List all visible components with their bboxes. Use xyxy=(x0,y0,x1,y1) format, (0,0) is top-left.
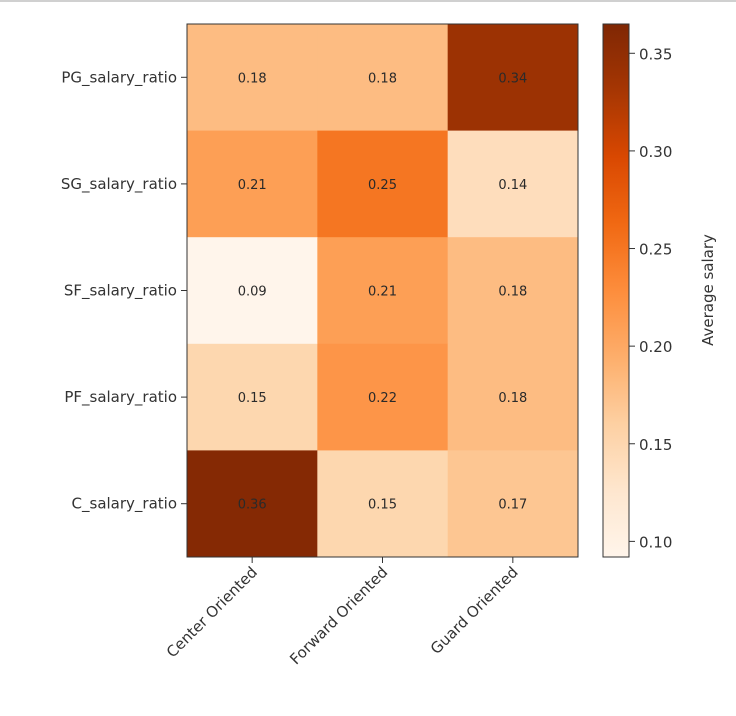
y-tick-label: PG_salary_ratio xyxy=(61,68,177,87)
y-tick-label: C_salary_ratio xyxy=(72,495,177,514)
colorbar-tick-label: 0.10 xyxy=(639,533,672,551)
cell-value-label: 0.18 xyxy=(368,71,397,86)
heatmap-cell xyxy=(317,24,449,132)
cell-value-label: 0.34 xyxy=(498,71,527,86)
heatmap-cell xyxy=(317,130,449,238)
cell-value-label: 0.15 xyxy=(368,498,397,513)
heatmap-cell xyxy=(187,237,318,345)
cell-value-label: 0.18 xyxy=(498,391,527,406)
heatmap-cell xyxy=(317,237,449,345)
x-axis: Center Oriented Forward Oriented Guard Ori… xyxy=(163,557,522,668)
cell-value-label: 0.18 xyxy=(238,71,267,86)
heatmap-cell xyxy=(187,24,318,132)
cell-value-label: 0.22 xyxy=(368,391,397,406)
heatmap-cell xyxy=(187,343,318,451)
heatmap-cell xyxy=(447,24,579,132)
y-tick-label: PF_salary_ratio xyxy=(64,388,177,407)
heatmap-cell xyxy=(447,237,579,345)
heatmap-cell xyxy=(187,130,318,238)
cell-value-label: 0.15 xyxy=(238,391,267,406)
y-tick-label: SF_salary_ratio xyxy=(64,282,177,301)
x-tick-label: Guard Oriented xyxy=(427,563,522,658)
cell-value-label: 0.21 xyxy=(238,178,267,193)
heatmap-cell xyxy=(447,343,579,451)
cell-value-label: 0.09 xyxy=(238,285,267,300)
heatmap-cell xyxy=(447,450,579,558)
colorbar-axis: 0.10 0.15 0.20 0.25 0.30 0.35 xyxy=(629,45,672,551)
colorbar-label: Average salary xyxy=(699,234,717,346)
cell-value-label: 0.18 xyxy=(498,285,527,300)
y-tick-label: SG_salary_ratio xyxy=(61,175,177,194)
heatmap-cell xyxy=(187,450,318,558)
colorbar-tick-label: 0.15 xyxy=(639,436,672,454)
colorbar-tick-label: 0.20 xyxy=(639,338,672,356)
heatmap-cells: 0.18 0.18 0.34 0.21 0.25 0.14 0.09 0.21 0.18 0.15… xyxy=(187,24,579,558)
cell-value-label: 0.36 xyxy=(238,498,267,513)
heatmap-cell xyxy=(317,450,449,558)
heatmap-cell xyxy=(447,130,579,238)
x-tick-label: Forward Oriented xyxy=(286,563,391,668)
x-tick-label: Center Oriented xyxy=(163,563,261,661)
y-axis: PG_salary_ratio SG_salary_ratio SF_salary_… xyxy=(61,68,187,514)
cell-value-label: 0.14 xyxy=(498,178,527,193)
colorbar-tick-label: 0.30 xyxy=(639,143,672,161)
cell-value-label: 0.17 xyxy=(498,498,527,513)
colorbar-tick-label: 0.25 xyxy=(639,241,672,259)
heatmap-cell xyxy=(317,343,449,451)
colorbar xyxy=(602,23,630,558)
cell-value-label: 0.25 xyxy=(368,178,397,193)
colorbar-tick-label: 0.35 xyxy=(639,45,672,63)
cell-value-label: 0.21 xyxy=(368,285,397,300)
